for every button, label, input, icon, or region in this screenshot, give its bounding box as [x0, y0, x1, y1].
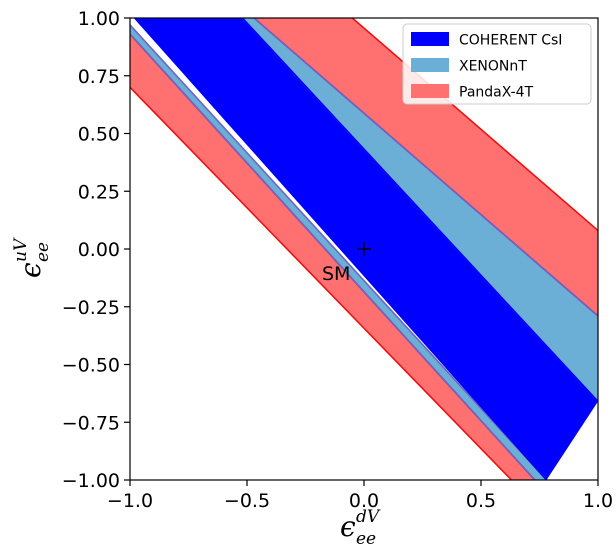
- legend-label-xenonnt: XENONnT: [459, 59, 527, 75]
- y-tick-label: −0.25: [62, 297, 120, 319]
- legend-swatch-pandax-4t: [411, 84, 449, 98]
- legend-label-pandax-4t: PandaX-4T: [459, 85, 534, 101]
- legend-label-coherent-csi: COHERENT CsI: [459, 33, 562, 49]
- y-axis-label-sup: uV: [11, 237, 31, 262]
- x-axis-label-sup: dV: [356, 507, 381, 527]
- y-tick-label: 0.50: [78, 124, 120, 146]
- legend-box: [402, 23, 592, 105]
- x-tick-label: −1.0: [107, 490, 153, 512]
- y-axis-label-sub: ee: [33, 242, 53, 262]
- y-axis-label: ϵuV ee: [11, 237, 53, 278]
- ticks-layer: −1.0 −0.5 0.0 0.5 1.0 −1.00 −0.75 −0.50 −0.25 0.0…: [62, 8, 613, 512]
- legend-swatch-coherent-csi: [411, 32, 449, 46]
- y-tick-label: 0.25: [78, 181, 120, 203]
- x-tick-label: 0.5: [466, 490, 496, 512]
- band-edge-pandax-4t-1-1: [351, 18, 598, 232]
- y-tick-label: −1.00: [62, 470, 120, 492]
- legend: COHERENT CsI XENONnT PandaX-4T: [402, 23, 592, 105]
- x-axis-label-symbol: ϵ: [340, 510, 356, 543]
- y-tick-label: 1.00: [78, 8, 120, 30]
- y-axis-label-symbol: ϵ: [14, 262, 47, 278]
- band-edge-pandax-4t-0-0: [130, 86, 512, 480]
- band-edge-xenonnt-0-1: [130, 24, 548, 480]
- band-edge-coherent-csi-0-0: [134, 18, 548, 480]
- x-tick-label: 1.0: [583, 490, 613, 512]
- y-tick-label: −0.75: [62, 412, 120, 434]
- band-edge-xenonnt-0-0: [130, 33, 536, 480]
- x-tick-label: 0.0: [349, 490, 379, 512]
- x-tick-label: −0.5: [224, 490, 270, 512]
- markers-layer: SM: [322, 242, 371, 285]
- band-edge-coherent-csi-0-1: [241, 18, 598, 403]
- legend-swatch-xenonnt: [411, 58, 449, 72]
- y-tick-label: −0.50: [62, 355, 120, 377]
- sm-label: SM: [322, 263, 350, 285]
- band-edge-xenonnt-1-1: [253, 18, 598, 317]
- x-axis-label-sub: ee: [356, 529, 376, 549]
- y-tick-label: 0.00: [78, 239, 120, 261]
- y-tick-label: 0.75: [78, 66, 120, 88]
